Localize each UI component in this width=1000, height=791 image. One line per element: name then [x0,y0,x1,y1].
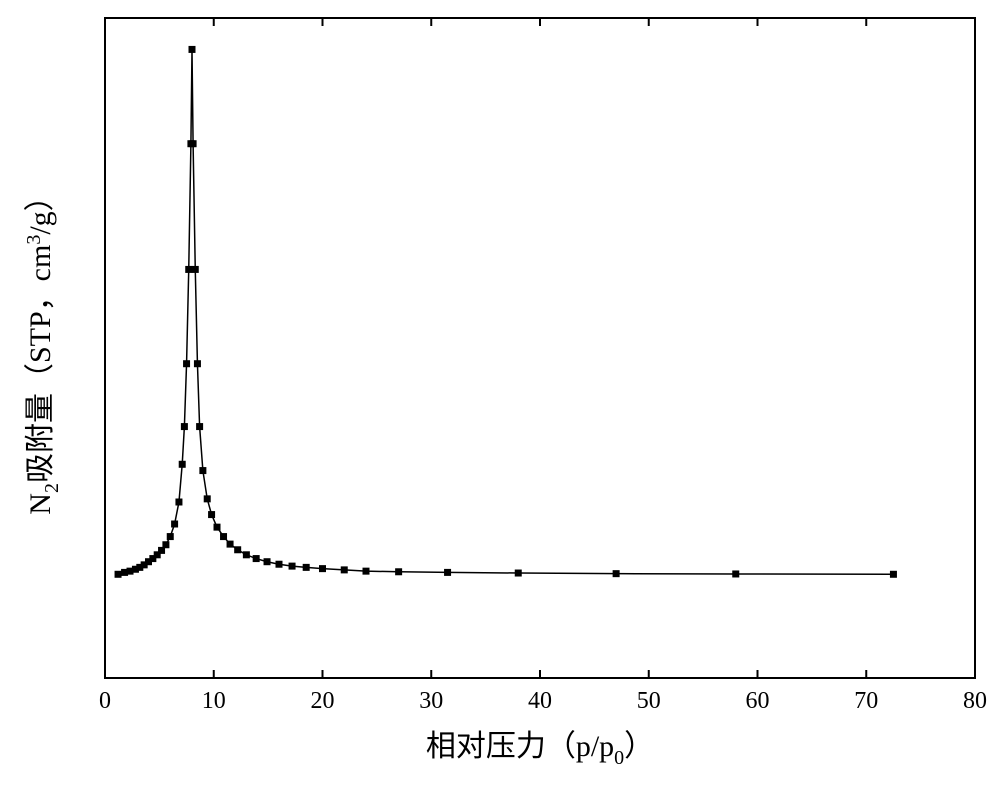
x-tick-label: 60 [746,688,770,714]
adsorption-curve-marker [264,558,271,565]
adsorption-curve-marker [181,423,188,430]
x-tick-label: 30 [419,688,443,714]
adsorption-curve-marker [220,533,227,540]
adsorption-curve-marker [444,569,451,576]
adsorption-curve-marker [162,541,169,548]
adsorption-curve-marker [243,551,250,558]
adsorption-curve-marker [185,266,192,273]
adsorption-curve-marker [192,266,199,273]
adsorption-curve-marker [732,570,739,577]
plot-border [105,18,975,678]
adsorption-curve-marker [303,564,310,571]
adsorption-curve-marker [234,546,241,553]
adsorption-curve-marker [276,561,283,568]
x-tick-label: 50 [637,688,661,714]
adsorption-curve-marker [341,566,348,573]
adsorption-curve-marker [890,571,897,578]
x-tick-label: 20 [311,688,335,714]
x-tick-label: 10 [202,688,226,714]
adsorption-curve-marker [179,461,186,468]
adsorption-curve-marker [189,46,196,53]
adsorption-curve-marker [363,568,370,575]
adsorption-curve-marker [115,571,122,578]
adsorption-curve-marker [199,467,206,474]
x-tick-label: 80 [963,688,987,714]
x-tick-label: 0 [99,688,111,714]
adsorption-curve-marker [208,511,215,518]
x-tick-label: 40 [528,688,552,714]
adsorption-curve-marker [319,565,326,572]
adsorption-curve-marker [214,524,221,531]
adsorption-curve-marker [196,423,203,430]
x-tick-label: 70 [854,688,878,714]
adsorption-curve-marker [167,533,174,540]
adsorption-curve-marker [253,555,260,562]
adsorption-curve-marker [204,495,211,502]
adsorption-curve-marker [190,140,197,147]
adsorption-curve-marker [395,568,402,575]
adsorption-curve-marker [515,570,522,577]
adsorption-curve-marker [289,563,296,570]
chart-container: 01020304050607080相对压力（p/p0）N2吸附量（STP，cm3… [0,0,1000,791]
adsorption-curve-marker [175,499,182,506]
adsorption-curve-marker [171,521,178,528]
adsorption-curve-marker [183,360,190,367]
adsorption-curve-marker [194,360,201,367]
chart-svg: 01020304050607080相对压力（p/p0）N2吸附量（STP，cm3… [0,0,1000,791]
adsorption-curve-marker [227,541,234,548]
adsorption-curve-marker [613,570,620,577]
